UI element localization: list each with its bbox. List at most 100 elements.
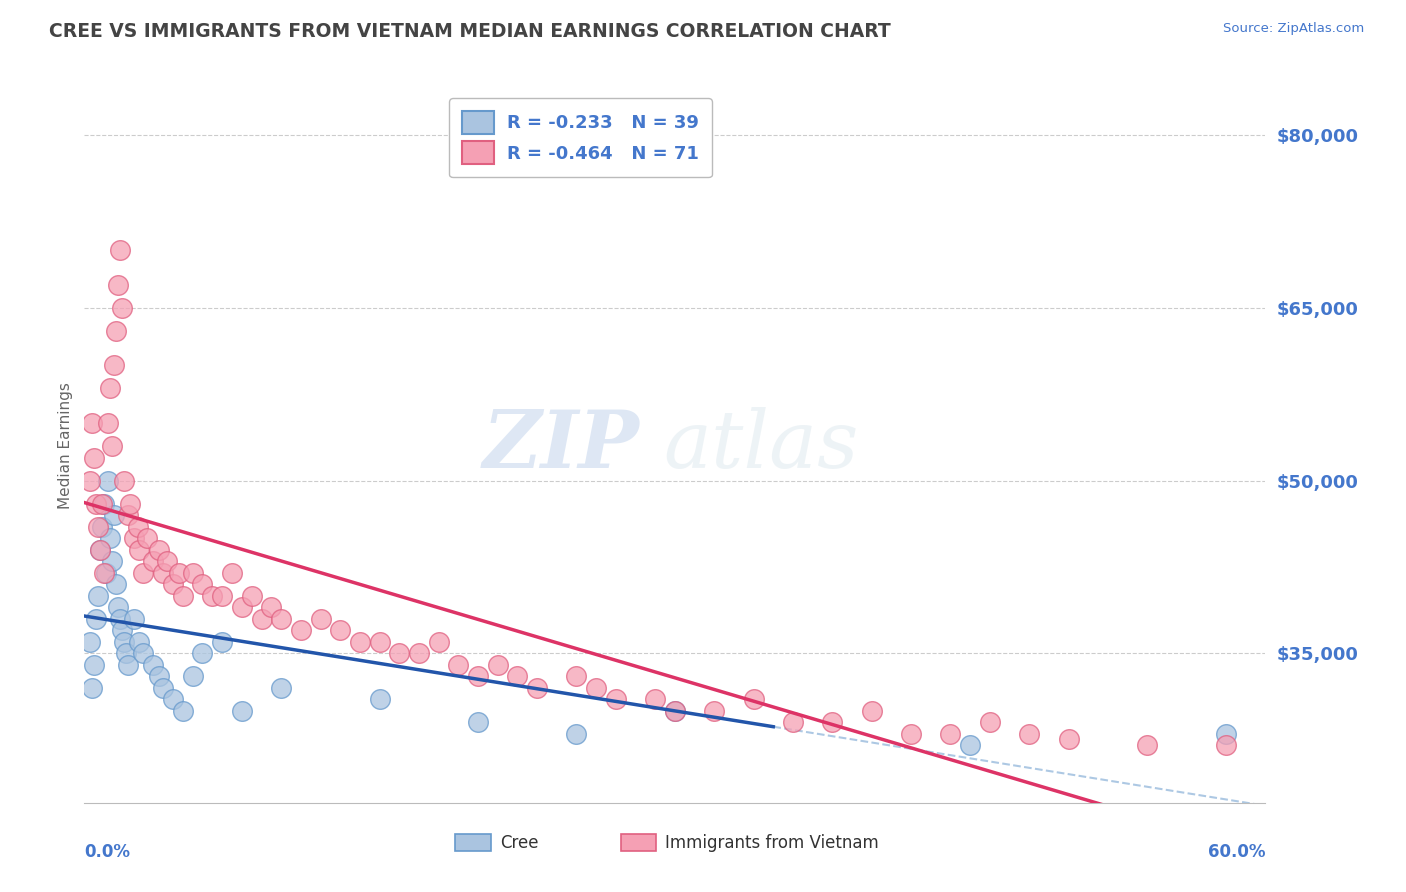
Point bbox=[260, 600, 283, 615]
Text: 0.0%: 0.0% bbox=[84, 843, 131, 861]
Point bbox=[1136, 738, 1159, 752]
Point bbox=[172, 589, 194, 603]
Point bbox=[108, 612, 131, 626]
Point bbox=[108, 244, 131, 258]
Point bbox=[191, 646, 214, 660]
Point bbox=[1018, 727, 1040, 741]
Point bbox=[98, 381, 121, 395]
Point bbox=[1215, 738, 1237, 752]
Point bbox=[162, 577, 184, 591]
Point bbox=[79, 474, 101, 488]
Point bbox=[585, 681, 607, 695]
Point bbox=[565, 669, 588, 683]
Point bbox=[152, 681, 174, 695]
Point bbox=[82, 681, 104, 695]
Point bbox=[644, 692, 666, 706]
Point bbox=[83, 657, 105, 672]
Point bbox=[565, 727, 588, 741]
Point bbox=[118, 497, 141, 511]
Point bbox=[742, 692, 765, 706]
Point bbox=[82, 416, 104, 430]
Point bbox=[104, 577, 127, 591]
Point bbox=[349, 634, 371, 648]
Point bbox=[250, 612, 273, 626]
Point bbox=[408, 646, 430, 660]
Point bbox=[467, 669, 489, 683]
Point bbox=[368, 692, 391, 706]
Point bbox=[104, 324, 127, 338]
Text: atlas: atlas bbox=[664, 408, 859, 484]
Text: Immigrants from Vietnam: Immigrants from Vietnam bbox=[665, 834, 879, 852]
Point bbox=[467, 715, 489, 730]
Text: 60.0%: 60.0% bbox=[1208, 843, 1265, 861]
Point bbox=[201, 589, 224, 603]
Point bbox=[664, 704, 686, 718]
Point bbox=[368, 634, 391, 648]
Point bbox=[84, 497, 107, 511]
Point bbox=[114, 646, 136, 660]
FancyBboxPatch shape bbox=[620, 834, 657, 851]
Point bbox=[162, 692, 184, 706]
Point bbox=[87, 519, 110, 533]
Point bbox=[101, 439, 124, 453]
Point bbox=[97, 416, 120, 430]
Y-axis label: Median Earnings: Median Earnings bbox=[58, 383, 73, 509]
Point bbox=[167, 566, 190, 580]
Point bbox=[94, 566, 117, 580]
Point bbox=[703, 704, 725, 718]
Point bbox=[211, 634, 233, 648]
Point bbox=[148, 669, 170, 683]
Point bbox=[900, 727, 922, 741]
Point bbox=[91, 497, 114, 511]
Point bbox=[959, 738, 981, 752]
Point bbox=[132, 646, 155, 660]
Point bbox=[79, 634, 101, 648]
Point bbox=[83, 450, 105, 465]
Point bbox=[142, 657, 165, 672]
Point bbox=[605, 692, 627, 706]
Point bbox=[221, 566, 243, 580]
Point bbox=[89, 542, 111, 557]
Point bbox=[97, 474, 120, 488]
Text: Source: ZipAtlas.com: Source: ZipAtlas.com bbox=[1223, 22, 1364, 36]
Point bbox=[156, 554, 179, 568]
Point bbox=[388, 646, 411, 660]
Point bbox=[211, 589, 233, 603]
Point bbox=[782, 715, 804, 730]
Point bbox=[117, 657, 139, 672]
Point bbox=[506, 669, 529, 683]
Point bbox=[1057, 732, 1080, 747]
Point bbox=[526, 681, 548, 695]
Point bbox=[939, 727, 962, 741]
Point bbox=[181, 669, 204, 683]
Point bbox=[1215, 727, 1237, 741]
Point bbox=[111, 623, 134, 637]
Point bbox=[89, 542, 111, 557]
Text: Cree: Cree bbox=[501, 834, 538, 852]
Point bbox=[240, 589, 263, 603]
FancyBboxPatch shape bbox=[456, 834, 491, 851]
Point bbox=[270, 612, 292, 626]
Point bbox=[103, 508, 125, 522]
Point bbox=[270, 681, 292, 695]
Point bbox=[122, 531, 145, 545]
Point bbox=[122, 612, 145, 626]
Point bbox=[112, 634, 135, 648]
Point bbox=[142, 554, 165, 568]
Point bbox=[447, 657, 470, 672]
Text: CREE VS IMMIGRANTS FROM VIETNAM MEDIAN EARNINGS CORRELATION CHART: CREE VS IMMIGRANTS FROM VIETNAM MEDIAN E… bbox=[49, 22, 891, 41]
Point bbox=[309, 612, 332, 626]
Point bbox=[91, 519, 114, 533]
Point bbox=[132, 566, 155, 580]
Point bbox=[101, 554, 124, 568]
Point bbox=[128, 634, 150, 648]
Point bbox=[290, 623, 312, 637]
Point bbox=[231, 704, 253, 718]
Point bbox=[172, 704, 194, 718]
Point bbox=[107, 277, 129, 292]
Point bbox=[84, 612, 107, 626]
Point bbox=[152, 566, 174, 580]
Point bbox=[112, 474, 135, 488]
Point bbox=[664, 704, 686, 718]
Point bbox=[427, 634, 450, 648]
